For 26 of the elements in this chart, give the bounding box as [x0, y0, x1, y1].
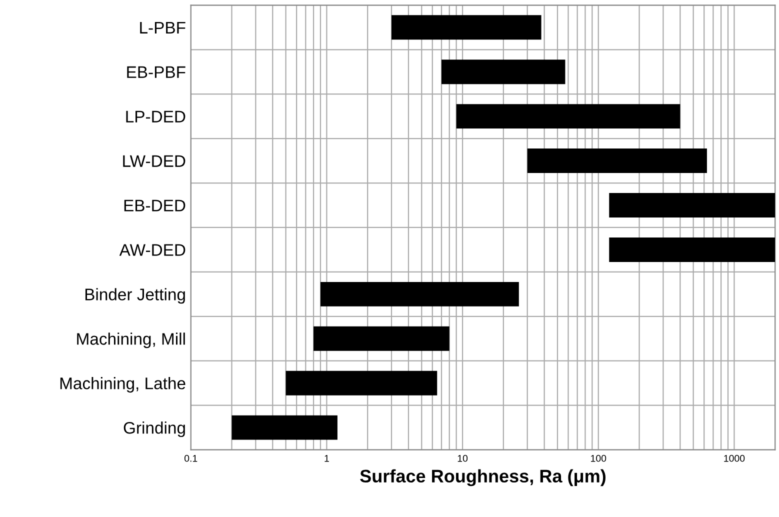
x-tick-label: 1000 — [724, 454, 745, 462]
bar — [392, 15, 542, 40]
bar — [527, 148, 707, 174]
x-axis-title: Surface Roughness, Ra (μm) — [360, 469, 606, 486]
bar — [232, 415, 338, 440]
y-tick-label: L-PBF — [140, 22, 186, 34]
bar — [609, 237, 776, 262]
x-tick-label: 1 — [324, 455, 329, 462]
y-tick-label: AW-DED — [119, 244, 186, 256]
y-tick-label: Grinding — [124, 422, 185, 438]
y-tick-label: LW-DED — [123, 155, 186, 167]
bar — [609, 193, 776, 218]
y-tick-label: Machining, Lathe — [60, 377, 186, 393]
x-tick-label: 10 — [458, 454, 468, 462]
x-tick-label: 0.1 — [184, 454, 198, 462]
y-tick-label: EB-PBF — [127, 66, 186, 78]
y-tick-label: Binder Jetting — [85, 288, 185, 304]
y-tick-label: Machining, Mill — [77, 332, 185, 348]
bar — [286, 370, 438, 396]
bar — [441, 60, 566, 84]
x-tick-label: 100 — [591, 454, 606, 462]
bar — [314, 326, 450, 351]
y-tick-label: EB-DED — [124, 200, 186, 212]
bar — [320, 282, 519, 306]
bar — [456, 104, 680, 129]
y-tick-label: LP-DED — [126, 110, 186, 122]
